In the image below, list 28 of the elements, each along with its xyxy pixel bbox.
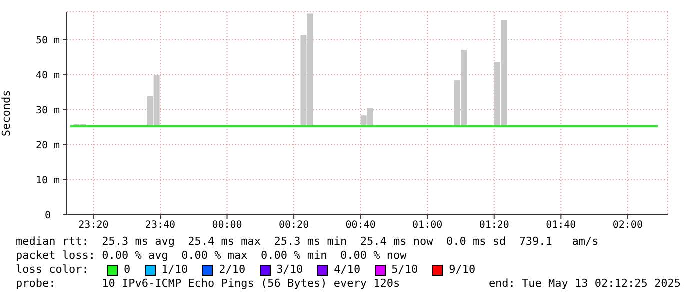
x-tick-label: 00:00 bbox=[212, 220, 242, 232]
text: probe: 10 IPv6-ICMP Echo Pings (56 Bytes) every 120s bbox=[16, 277, 400, 291]
legend-label: 5/10 bbox=[392, 263, 418, 277]
legend-label: 4/10 bbox=[334, 263, 361, 277]
x-tick-label: 23:20 bbox=[78, 220, 109, 232]
y-tick-label: 20 m bbox=[36, 140, 60, 152]
text: packet loss: 0.00 % avg 0.00 % max 0.00 % min 0.00 % now bbox=[16, 249, 408, 263]
y-tick-label: 10 m bbox=[36, 176, 60, 186]
x-tick-label: 00:20 bbox=[278, 220, 310, 232]
y-tick-label: 30 m bbox=[36, 106, 60, 116]
y-axis-title: Seconds bbox=[0, 90, 13, 137]
y-tick-label: 50 m bbox=[36, 36, 60, 46]
x-tick-label: 00:40 bbox=[346, 220, 376, 232]
x-tick-label: 01:20 bbox=[479, 220, 510, 232]
legend-title: loss color: bbox=[16, 263, 90, 277]
y-tick-label: 0 bbox=[44, 210, 52, 222]
legend-label: 3/10 bbox=[276, 263, 304, 277]
legend-label: 2/10 bbox=[219, 263, 246, 277]
x-tick-label: 01:40 bbox=[546, 220, 576, 232]
y-tick-label: 40 m bbox=[36, 70, 60, 82]
text: end: Tue May 13 02:12:25 2025 bbox=[488, 277, 681, 291]
legend-label: 0 bbox=[124, 263, 131, 277]
text: median rtt: 25.3 ms avg 25.4 ms max 25.3 ms min 25.4 ms now 0.0 ms sd 739.1 am/s bbox=[16, 235, 600, 249]
x-tick-label: 01:00 bbox=[412, 220, 443, 232]
x-tick-label: 02:00 bbox=[612, 220, 643, 232]
x-tick-label: 23:40 bbox=[145, 220, 176, 232]
legend-label: 1/10 bbox=[162, 263, 188, 277]
legend-label: 9/10 bbox=[449, 263, 476, 277]
